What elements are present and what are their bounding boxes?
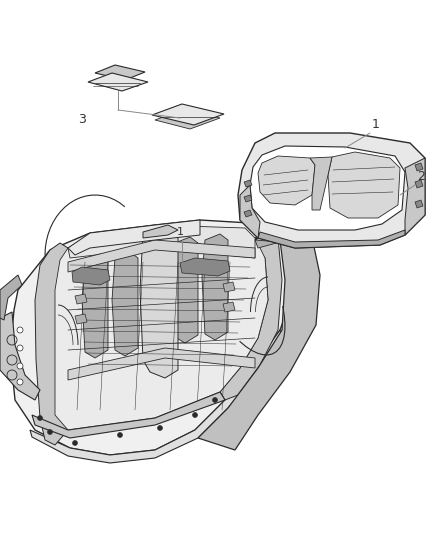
Polygon shape (68, 348, 255, 380)
Text: 1: 1 (177, 227, 184, 237)
Polygon shape (172, 237, 198, 343)
Polygon shape (55, 228, 268, 430)
Polygon shape (223, 282, 235, 292)
Text: 3: 3 (78, 113, 86, 126)
Circle shape (17, 327, 23, 333)
Polygon shape (244, 195, 252, 202)
Polygon shape (143, 225, 178, 238)
Text: 1: 1 (372, 118, 380, 131)
Polygon shape (68, 225, 255, 258)
Polygon shape (238, 133, 425, 248)
Text: 2: 2 (417, 170, 425, 183)
Polygon shape (82, 254, 108, 358)
Circle shape (47, 430, 53, 434)
Polygon shape (112, 252, 138, 356)
Polygon shape (30, 330, 282, 463)
Polygon shape (152, 104, 224, 125)
Polygon shape (0, 275, 22, 320)
Circle shape (73, 440, 78, 446)
Polygon shape (72, 267, 110, 285)
Polygon shape (258, 156, 315, 205)
Polygon shape (223, 302, 235, 312)
Polygon shape (180, 258, 230, 276)
Polygon shape (405, 158, 425, 235)
Polygon shape (155, 109, 220, 129)
Polygon shape (68, 240, 255, 272)
Polygon shape (310, 157, 332, 210)
Polygon shape (95, 65, 145, 80)
Polygon shape (75, 314, 87, 324)
Polygon shape (244, 210, 252, 217)
Polygon shape (35, 243, 68, 445)
Polygon shape (75, 294, 87, 304)
Polygon shape (140, 225, 178, 378)
Polygon shape (415, 200, 423, 208)
Polygon shape (250, 146, 405, 230)
Polygon shape (415, 180, 423, 188)
Circle shape (17, 379, 23, 385)
Polygon shape (10, 220, 295, 455)
Polygon shape (258, 230, 405, 248)
Polygon shape (68, 220, 200, 255)
Polygon shape (240, 185, 260, 238)
Polygon shape (88, 73, 148, 91)
Polygon shape (198, 225, 320, 450)
Circle shape (158, 425, 162, 431)
Polygon shape (220, 233, 282, 400)
Polygon shape (0, 312, 40, 400)
Circle shape (192, 413, 198, 417)
Circle shape (212, 398, 218, 402)
Polygon shape (415, 163, 423, 171)
Circle shape (117, 432, 123, 438)
Polygon shape (255, 240, 280, 248)
Polygon shape (202, 234, 228, 340)
Circle shape (38, 416, 42, 421)
Polygon shape (328, 152, 400, 218)
Polygon shape (244, 180, 252, 187)
Polygon shape (32, 392, 225, 438)
Circle shape (17, 363, 23, 369)
Circle shape (17, 345, 23, 351)
